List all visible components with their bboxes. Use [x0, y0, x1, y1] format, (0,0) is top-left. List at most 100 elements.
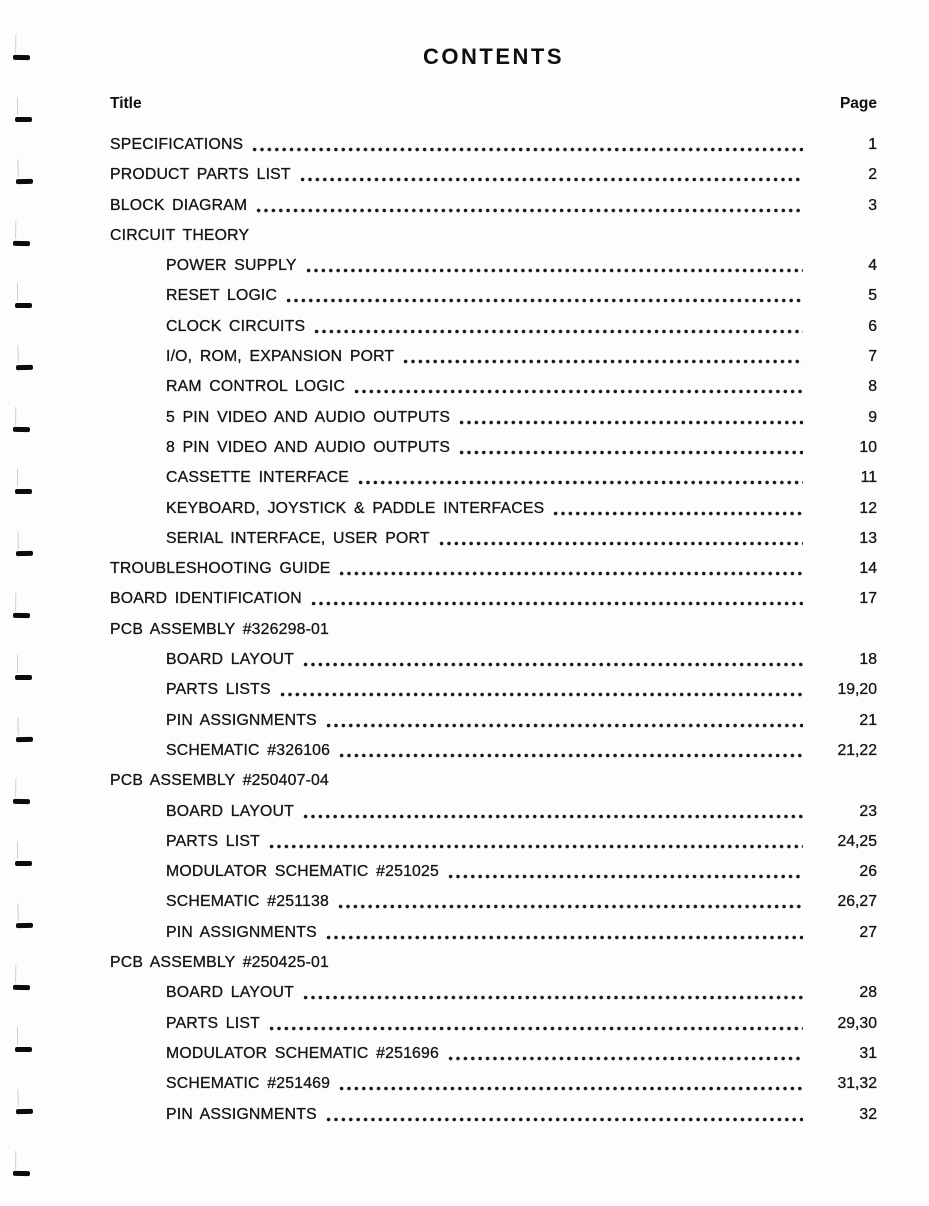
toc-entry: PRODUCT PARTS LIST 2: [110, 160, 877, 191]
toc-entry-page: 31,32: [837, 1075, 877, 1093]
toc-entry: I/O, ROM, EXPANSION PORT 7: [110, 342, 877, 373]
toc-entry: BOARD LAYOUT 23: [110, 796, 877, 827]
toc-entry-label: PARTS LISTS: [166, 681, 271, 699]
toc-entry-label: PCB ASSEMBLY #250425-01: [110, 954, 330, 972]
binding-mark: [15, 736, 34, 743]
toc-entry-page: 21,22: [837, 741, 877, 759]
column-header-title: Title: [110, 95, 142, 112]
toc-entry: CLOCK CIRCUITS 6: [110, 311, 877, 343]
toc-entry-page: 5: [868, 287, 877, 305]
dot-leader: [338, 1069, 803, 1100]
dot-leader: [402, 342, 803, 373]
toc-entry: RESET LOGIC 5: [110, 281, 877, 312]
binding-mark: [14, 97, 32, 122]
binding-mark: [15, 364, 34, 371]
toc-entry-label: BLOCK DIAGRAM: [110, 196, 248, 214]
toc-entry: CASSETTE INTERFACE 11: [110, 463, 877, 494]
toc-entry-page: 9: [868, 408, 877, 426]
toc-entry: MODULATOR SCHEMATIC #251025 26: [110, 857, 877, 888]
toc-entry-label: MODULATOR SCHEMATIC #251025: [166, 863, 440, 881]
toc-entry-page: 27: [859, 923, 877, 941]
toc-entry-page: 32: [859, 1105, 877, 1123]
toc-entry: MODULATOR SCHEMATIC #251696 31: [110, 1038, 877, 1070]
toc-entry-label: I/O, ROM, EXPANSION PORT: [166, 348, 395, 366]
toc-entry: 5 PIN VIDEO AND AUDIO OUTPUTS 9: [110, 402, 877, 433]
toc-entry-page: 24,25: [837, 832, 877, 850]
binding-mark: [12, 1170, 31, 1177]
dot-leader: [298, 160, 803, 191]
toc-entry-label: BOARD LAYOUT: [166, 984, 294, 1002]
toc-entry-page: 17: [859, 590, 877, 608]
binding-mark: [14, 655, 32, 680]
toc-entry: SCHEMATIC #326106 21,22: [110, 735, 877, 767]
toc-section-heading: PCB ASSEMBLY #326298-01: [110, 615, 877, 645]
toc-entry: SERIAL INTERFACE, USER PORT 13: [110, 523, 877, 555]
toc-entry-label: PCB ASSEMBLY #250407-04: [110, 772, 330, 790]
toc-entry-page: 28: [859, 984, 877, 1002]
toc-entry-label: PARTS LIST: [166, 832, 260, 850]
binding-mark: [14, 283, 32, 308]
dot-leader: [302, 645, 803, 676]
dot-leader: [278, 675, 803, 706]
toc-entry-label: RESET LOGIC: [166, 287, 278, 305]
toc-entry-page: 10: [859, 438, 877, 456]
binding-mark: [15, 178, 34, 185]
dot-leader: [267, 826, 803, 858]
dot-leader: [458, 432, 803, 464]
binding-mark: [15, 550, 34, 557]
toc-entry-label: SCHEMATIC #326106: [166, 741, 331, 759]
dot-leader: [309, 584, 803, 615]
toc-entry: BOARD IDENTIFICATION 17: [110, 584, 877, 615]
toc-entry-label: BOARD IDENTIFICATION: [110, 590, 302, 608]
toc-entry-page: 4: [868, 257, 877, 275]
toc-entry: RAM CONTROL LOGIC 8: [110, 372, 877, 403]
dot-leader: [324, 917, 803, 949]
dot-leader: [336, 887, 803, 918]
toc-entry-label: SPECIFICATIONS: [110, 136, 244, 153]
toc-entry-page: 31: [859, 1044, 877, 1062]
binding-mark: [12, 426, 31, 433]
toc-entry-label: CIRCUIT THEORY: [110, 226, 250, 244]
toc-entry-label: PARTS LIST: [166, 1014, 260, 1032]
dot-leader: [458, 402, 803, 433]
toc-entry-label: BOARD LAYOUT: [166, 651, 294, 669]
toc-entry-page: 29,30: [837, 1014, 877, 1032]
toc-entry-page: 26: [859, 863, 877, 881]
toc-entry: POWER SUPPLY 4: [110, 251, 877, 282]
toc-entry-page: 2: [868, 166, 877, 184]
toc-entry-label: PRODUCT PARTS LIST: [110, 166, 291, 184]
toc-entry-label: KEYBOARD, JOYSTICK & PADDLE INTERFACES: [166, 499, 545, 517]
binding-mark: [15, 922, 34, 929]
dot-leader: [353, 372, 803, 403]
toc-entry-label: PIN ASSIGNMENTS: [166, 711, 317, 729]
toc-entry: SCHEMATIC #251469 31,32: [110, 1069, 877, 1100]
binding-mark: [12, 240, 31, 247]
dot-leader: [313, 311, 803, 343]
toc-entry: SCHEMATIC #251138 26,27: [110, 887, 877, 918]
toc-entry-page: 11: [860, 469, 877, 487]
toc-entry-label: MODULATOR SCHEMATIC #251696: [166, 1044, 440, 1062]
toc-entry-page: 23: [859, 802, 877, 820]
toc-entry: PARTS LISTS 19,20: [110, 675, 877, 706]
toc-entry-page: 26,27: [837, 893, 877, 911]
binding-mark: [12, 984, 31, 991]
toc-section-heading: CIRCUIT THEORY: [110, 221, 877, 251]
dot-leader: [302, 796, 803, 827]
toc-entry-label: 8 PIN VIDEO AND AUDIO OUTPUTS: [166, 438, 451, 456]
toc-entry-page: 1: [868, 136, 877, 153]
toc-entry-label: SCHEMATIC #251469: [166, 1075, 331, 1093]
toc-entry-label: POWER SUPPLY: [166, 257, 297, 275]
toc-entry-page: 21: [859, 711, 877, 729]
dot-leader: [302, 978, 803, 1009]
toc-entry: PIN ASSIGNMENTS 21: [110, 705, 877, 736]
dot-leader: [437, 523, 803, 555]
toc-entry: BOARD LAYOUT 28: [110, 978, 877, 1009]
binding-mark: [14, 469, 32, 494]
dot-leader: [267, 1008, 803, 1039]
toc-entry-label: CASSETTE INTERFACE: [166, 469, 350, 487]
toc-entry-page: 19,20: [837, 681, 877, 699]
dot-leader: [304, 251, 803, 282]
binding-mark: [12, 612, 31, 619]
binding-mark: [14, 1027, 32, 1052]
toc-entry-page: 14: [859, 560, 877, 578]
